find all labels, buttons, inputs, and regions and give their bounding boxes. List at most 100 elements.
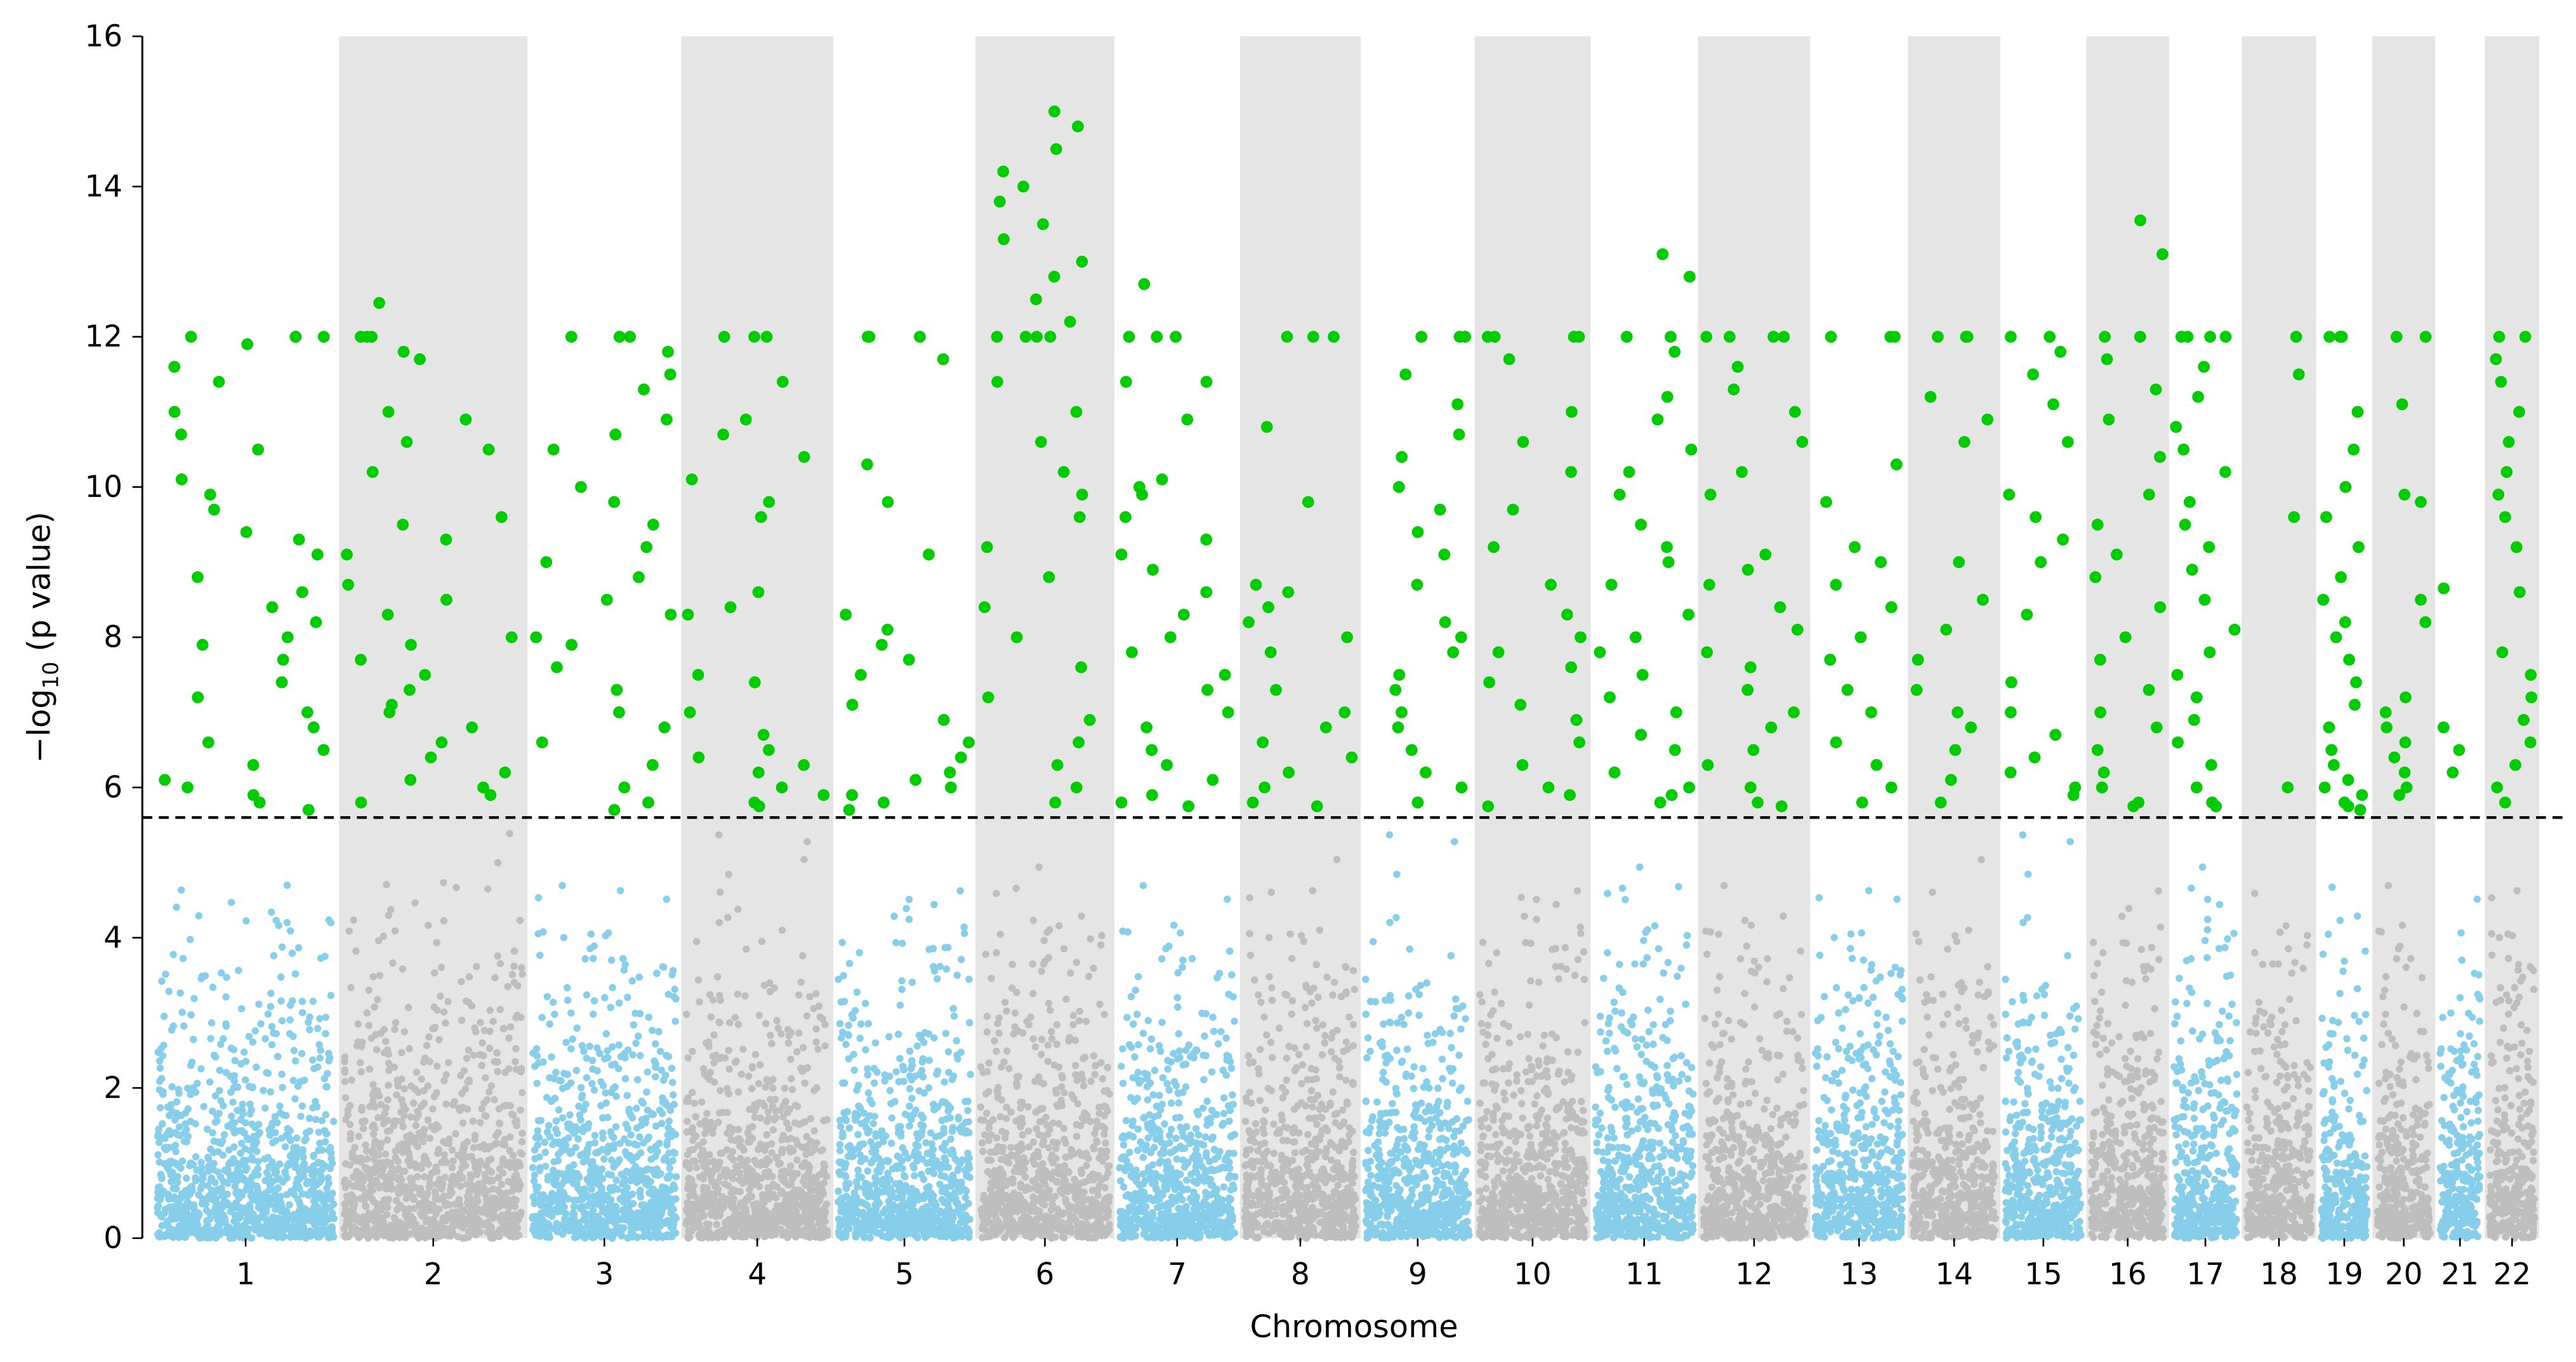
- point-chr5: [911, 1231, 919, 1240]
- point-chr5: [942, 1099, 949, 1107]
- point-chr4: [709, 996, 717, 1004]
- point-chr3: [637, 1193, 645, 1201]
- point-chr3: [555, 1222, 563, 1229]
- point-chr1: [229, 1098, 237, 1106]
- point-chr1: [327, 1233, 334, 1241]
- point-chr5: [892, 1068, 900, 1076]
- point-chr4: [684, 1207, 692, 1214]
- point-chr2: [399, 965, 407, 973]
- point-chr5: [966, 1019, 974, 1027]
- point-chr2: [392, 1197, 400, 1205]
- point-chr3: [672, 995, 680, 1003]
- point-chr4: [751, 1205, 759, 1213]
- point-chr3: [579, 1226, 586, 1233]
- point-chr2: [379, 1167, 386, 1174]
- significant-point-chr3: [647, 519, 659, 531]
- point-chr4: [758, 937, 766, 946]
- chromosome-band-22: [2485, 36, 2540, 1238]
- point-chr3: [616, 999, 623, 1007]
- point-chr6: [993, 949, 1000, 956]
- point-chr2: [373, 1046, 381, 1054]
- point-chr2: [341, 1200, 348, 1208]
- point-chr2: [391, 927, 399, 935]
- point-chr5: [836, 1116, 844, 1124]
- point-chr1: [239, 1101, 246, 1108]
- point-chr2: [489, 1017, 497, 1026]
- point-chr1: [164, 1103, 172, 1111]
- point-chr3: [635, 973, 643, 981]
- point-chr5: [961, 1097, 969, 1106]
- point-chr3: [628, 1190, 637, 1198]
- point-chr1: [286, 1136, 294, 1144]
- point-chr1: [291, 970, 300, 978]
- point-chr3: [637, 1186, 644, 1194]
- point-chr1: [197, 1158, 205, 1167]
- point-chr1: [187, 1118, 195, 1125]
- significant-point-chr4: [692, 751, 705, 764]
- point-chr3: [595, 1200, 604, 1208]
- point-chr1: [268, 1041, 276, 1048]
- point-chr3: [633, 1153, 641, 1161]
- significant-point-chr1: [289, 331, 302, 343]
- point-chr5: [900, 1201, 908, 1208]
- point-chr4: [710, 1031, 718, 1039]
- point-chr1: [190, 995, 198, 1002]
- point-chr3: [554, 1139, 562, 1147]
- point-chr2: [421, 1195, 429, 1203]
- point-chr1: [182, 1120, 189, 1128]
- point-chr3: [553, 1130, 561, 1137]
- point-chr1: [260, 1226, 268, 1234]
- point-chr4: [759, 1220, 767, 1228]
- point-chr1: [257, 1213, 265, 1221]
- point-chr1: [246, 1206, 254, 1214]
- point-chr6: [1097, 941, 1105, 949]
- point-chr2: [369, 973, 377, 981]
- point-chr1: [254, 1165, 262, 1172]
- point-chr4: [760, 1146, 768, 1154]
- point-chr3: [611, 1208, 618, 1216]
- point-chr1: [300, 1160, 308, 1168]
- point-chr2: [478, 1105, 486, 1113]
- point-chr5: [873, 1229, 880, 1237]
- point-chr4: [683, 1010, 690, 1018]
- point-chr2: [491, 1095, 498, 1104]
- point-chr2: [511, 1211, 519, 1219]
- point-chr3: [575, 1102, 583, 1110]
- point-chr3: [623, 1184, 631, 1192]
- point-chr1: [316, 1139, 324, 1147]
- point-chr5: [923, 1149, 932, 1157]
- significant-point-chr2: [440, 533, 452, 546]
- point-chr5: [859, 1140, 868, 1148]
- point-chr3: [624, 993, 631, 1002]
- significant-point-chr2: [419, 669, 431, 681]
- point-chr5: [930, 901, 938, 908]
- point-chr3: [589, 955, 597, 962]
- point-chr1: [192, 1224, 199, 1231]
- point-chr1: [283, 918, 291, 927]
- point-chr4: [787, 1055, 795, 1063]
- point-chr2: [348, 1229, 356, 1236]
- point-chr4: [765, 1157, 773, 1165]
- point-chr3: [640, 1233, 647, 1241]
- point-chr4: [743, 945, 750, 953]
- point-chr1: [229, 1159, 237, 1167]
- point-chr5: [878, 1218, 885, 1226]
- significant-point-chr2: [466, 721, 479, 734]
- point-chr4: [803, 1012, 811, 1020]
- point-chr5: [875, 1200, 883, 1207]
- point-chr1: [217, 969, 225, 977]
- point-chr4: [683, 1118, 691, 1125]
- point-chr5: [845, 1021, 852, 1029]
- point-chr6: [1102, 1103, 1109, 1111]
- point-chr1: [286, 1030, 294, 1038]
- point-chr5: [940, 1128, 948, 1137]
- point-chr2: [473, 1215, 482, 1222]
- point-chr4: [789, 1147, 797, 1154]
- point-chr4: [744, 1073, 753, 1080]
- point-chr4: [698, 1209, 706, 1217]
- point-chr2: [493, 1049, 501, 1057]
- point-chr1: [326, 1165, 334, 1172]
- point-chr1: [308, 1104, 317, 1112]
- point-chr5: [908, 1094, 916, 1102]
- point-chr5: [925, 1184, 932, 1192]
